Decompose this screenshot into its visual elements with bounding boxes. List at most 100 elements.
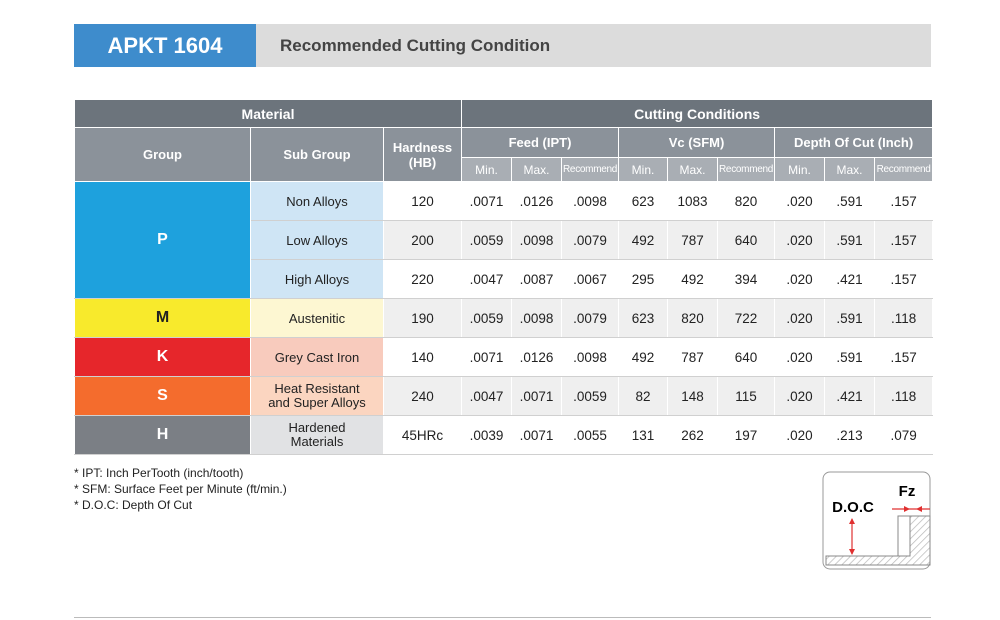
- sub-group-cell: Non Alloys: [250, 181, 384, 221]
- value-cell: 82: [618, 376, 669, 416]
- hardness-cell: 190: [382, 298, 463, 338]
- hardness-cell: 45HRc: [382, 415, 463, 455]
- header-cell: Min.: [774, 157, 826, 182]
- value-cell: .591: [824, 220, 876, 260]
- group-cell: M: [74, 298, 251, 338]
- value-cell: 148: [667, 376, 719, 416]
- value-cell: 1083: [667, 181, 719, 221]
- value-cell: 623: [618, 181, 669, 221]
- value-cell: 722: [717, 298, 776, 338]
- value-cell: .0047: [461, 376, 513, 416]
- value-cell: 787: [667, 220, 719, 260]
- data-row: S Heat Resistant and Super Alloys 240.0047…: [74, 376, 934, 416]
- header-row: Min. Max. Recommend Min. Max. Recommend Min. Ma…: [75, 157, 934, 182]
- cutting-table: Material Cutting Conditions Group Sub Group…: [73, 99, 934, 455]
- value-cell: .157: [874, 220, 934, 260]
- value-cell: .157: [874, 337, 934, 377]
- value-cell: 262: [667, 415, 719, 455]
- header-row: Material Cutting Conditions: [73, 99, 934, 128]
- value-cell: .020: [774, 376, 826, 416]
- header-row: Group Sub Group Hardness (HB) Feed (IPT) Vc …: [74, 127, 934, 182]
- value-cell: .0067: [561, 259, 620, 299]
- group-cell: K: [74, 337, 251, 377]
- value-cell: 492: [667, 259, 719, 299]
- value-cell: 115: [717, 376, 776, 416]
- notes: * IPT: Inch PerTooth (inch/tooth) * SFM: …: [74, 465, 287, 513]
- header-cell: Feed (IPT): [461, 127, 620, 158]
- sub-group-text: Grey Cast Iron: [274, 349, 360, 365]
- sub-group-text: Hardened Materials: [288, 420, 346, 449]
- value-cell: .079: [874, 415, 934, 455]
- hardness-cell: 140: [382, 337, 463, 377]
- value-cell: .0047: [461, 259, 513, 299]
- value-cell: .213: [824, 415, 876, 455]
- header-cell: Vc (SFM): [618, 127, 776, 158]
- value-cell: .0126: [511, 337, 563, 377]
- header-cell: Min.: [618, 157, 669, 182]
- footer-rule: [74, 617, 931, 618]
- header-cell: Min.: [461, 157, 513, 182]
- value-cell: .020: [774, 298, 826, 338]
- value-cell: .0079: [561, 220, 620, 260]
- value-cell: .157: [874, 259, 934, 299]
- value-cell: 820: [717, 181, 776, 221]
- value-cell: .157: [874, 181, 934, 221]
- value-cell: .591: [824, 181, 876, 221]
- data-row: K Grey Cast Iron 140.0071.0126.0098 492 787 6…: [74, 337, 934, 377]
- sub-group-text: High Alloys: [284, 271, 350, 287]
- value-cell: .0071: [511, 376, 563, 416]
- value-cell: .0071: [461, 337, 513, 377]
- note: * D.O.C: Depth Of Cut: [74, 498, 193, 512]
- value-cell: .0059: [461, 298, 513, 338]
- sub-group-text: Heat Resistant and Super Alloys: [268, 381, 366, 410]
- note: * IPT: Inch PerTooth (inch/tooth): [74, 466, 244, 480]
- data-row: H Hardened Materials 45HRc .0039.0071.0055 1…: [74, 415, 934, 455]
- sub-group-cell: High Alloys: [250, 259, 384, 299]
- header-cell: Recommend: [874, 157, 934, 182]
- value-cell: 640: [717, 337, 776, 377]
- fz-arrow-heads: [904, 506, 922, 512]
- diagram: D.O.C Fz: [822, 471, 931, 570]
- header-cell: Depth Of Cut (Inch): [774, 127, 934, 158]
- note: * SFM: Surface Feet per Minute (ft/min.): [74, 482, 287, 496]
- hardness-cell: 120: [382, 181, 463, 221]
- group-cell: P: [74, 181, 251, 299]
- value-cell: .0098: [561, 337, 620, 377]
- value-cell: 640: [717, 220, 776, 260]
- sub-group-text: Low Alloys: [286, 232, 348, 248]
- value-cell: 131: [618, 415, 669, 455]
- value-cell: 394: [717, 259, 776, 299]
- value-cell: .0098: [561, 181, 620, 221]
- group-cell: H: [74, 415, 251, 455]
- value-cell: .020: [774, 220, 826, 260]
- header-cell: Max.: [667, 157, 719, 182]
- value-cell: .421: [824, 376, 876, 416]
- value-cell: .020: [774, 337, 826, 377]
- hardness-cell: 240: [382, 376, 463, 416]
- value-cell: .0126: [511, 181, 563, 221]
- value-cell: 295: [618, 259, 669, 299]
- value-cell: .0039: [461, 415, 513, 455]
- value-cell: .020: [774, 415, 826, 455]
- value-cell: 787: [667, 337, 719, 377]
- sub-group-cell: Grey Cast Iron: [250, 337, 384, 377]
- data-row: High Alloys 220.0047.0087.0067 295 492 394.0…: [75, 259, 934, 299]
- sub-group-cell: Hardened Materials: [250, 415, 384, 455]
- value-cell: .118: [874, 376, 934, 416]
- table-body: Material Cutting Conditions Group Sub Group…: [73, 99, 934, 455]
- title: APKT 1604: [74, 24, 256, 67]
- value-cell: 492: [618, 337, 669, 377]
- group-cell: S: [74, 376, 251, 416]
- header-cell: Material: [73, 99, 463, 128]
- hardness-cell: 200: [382, 220, 463, 260]
- value-cell: .020: [774, 259, 826, 299]
- value-cell: .591: [824, 337, 876, 377]
- sub-group-cell: Austenitic: [250, 298, 384, 338]
- header-cell: Cutting Conditions: [461, 99, 934, 128]
- value-cell: .0071: [461, 181, 513, 221]
- value-cell: 492: [618, 220, 669, 260]
- header-cell: Recommend: [561, 157, 620, 182]
- sub-group-cell: Low Alloys: [250, 220, 384, 260]
- value-cell: 197: [717, 415, 776, 455]
